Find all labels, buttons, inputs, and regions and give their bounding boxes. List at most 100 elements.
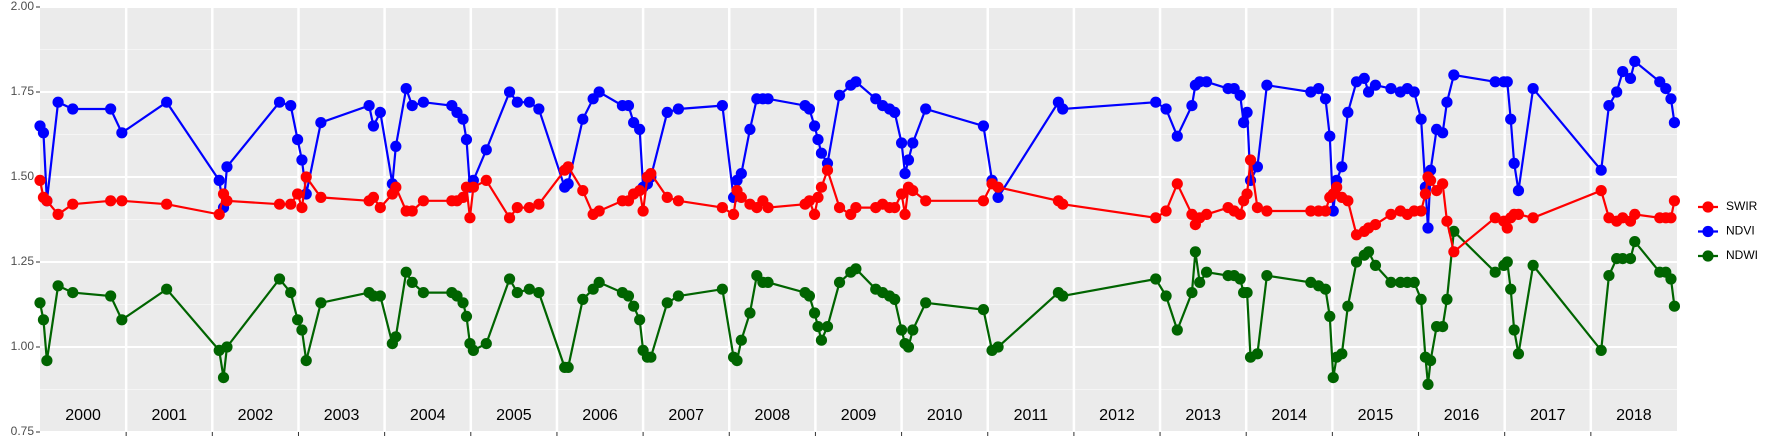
data-point [889,202,901,214]
data-point [523,283,535,295]
year-label: 2003 [324,407,360,424]
data-point [116,314,128,326]
data-point [523,202,535,214]
y-tick-label: 2.00 [11,0,35,13]
data-point [1501,222,1513,234]
data-point [400,83,412,95]
data-point [273,96,286,108]
data-point [374,290,386,302]
data-point [1327,372,1339,384]
data-point [899,168,911,180]
data-point [1505,113,1517,125]
data-point [52,208,64,220]
data-point [533,287,545,299]
data-point [417,96,430,108]
data-point [645,351,657,363]
data-point [457,191,469,203]
y-tick-label: 1.50 [11,169,35,183]
data-point [1501,256,1513,268]
data-point [285,287,297,299]
data-point [400,266,412,278]
data-point [296,154,308,166]
data-point [41,195,53,207]
data-point [1385,208,1397,220]
data-point [374,106,386,118]
data-point [480,144,492,156]
data-point [1508,157,1520,169]
data-point [1319,205,1332,217]
data-point [1422,378,1434,390]
data-point [1336,348,1348,360]
data-point [1234,208,1246,220]
data-point [672,195,685,207]
legend-key-point [1702,250,1714,262]
data-point [1251,202,1264,214]
data-point [1441,215,1453,227]
year-label: 2014 [1271,407,1307,424]
data-point [315,297,327,309]
data-point [1324,130,1336,142]
data-point [735,191,747,203]
data-point [1665,273,1677,285]
year-label: 2006 [582,407,618,424]
data-point [105,290,117,302]
data-point [1150,96,1162,108]
year-label: 2002 [238,407,274,424]
data-point [1241,287,1253,299]
data-point [735,334,747,346]
data-point [889,293,901,305]
data-point [1448,225,1460,237]
data-point [221,161,233,173]
data-point [1660,83,1672,95]
data-point [920,297,932,309]
data-point [907,324,919,336]
data-point [1437,127,1449,139]
data-point [562,178,574,190]
data-point [661,106,673,118]
data-point [1186,100,1198,112]
data-point [300,355,312,367]
year-label: 2011 [1014,407,1049,424]
data-point [1251,161,1264,173]
data-point [1489,212,1501,224]
data-point [285,100,297,112]
data-point [390,181,402,193]
data-point [1342,300,1354,312]
data-point [457,297,469,309]
year-label: 2012 [1099,407,1135,424]
data-point [1419,188,1432,200]
data-point [1629,208,1641,220]
data-point [895,324,908,336]
data-point [992,191,1004,203]
data-point [1369,259,1382,271]
data-point [67,103,79,115]
data-point [850,263,862,275]
data-point [672,103,685,115]
data-point [895,137,908,149]
year-label: 2010 [927,407,963,424]
data-point [1369,219,1382,231]
data-point [1331,181,1343,193]
data-point [1603,270,1615,282]
data-point [1150,212,1162,224]
data-point [315,191,327,203]
data-point [1312,83,1325,95]
year-label: 2000 [65,407,101,424]
data-point [634,123,646,135]
data-point [1415,113,1427,125]
data-point [808,307,821,319]
data-point [992,341,1004,353]
data-point [1512,208,1525,220]
data-point [1350,256,1363,268]
data-point [1624,253,1637,265]
data-point [217,372,230,384]
legend-label: NDVI [1726,224,1755,238]
data-point [920,195,932,207]
data-point [762,93,774,105]
data-point [833,89,846,101]
data-point [273,273,286,285]
data-point [803,103,815,115]
data-point [1194,276,1206,288]
data-point [1624,72,1637,84]
